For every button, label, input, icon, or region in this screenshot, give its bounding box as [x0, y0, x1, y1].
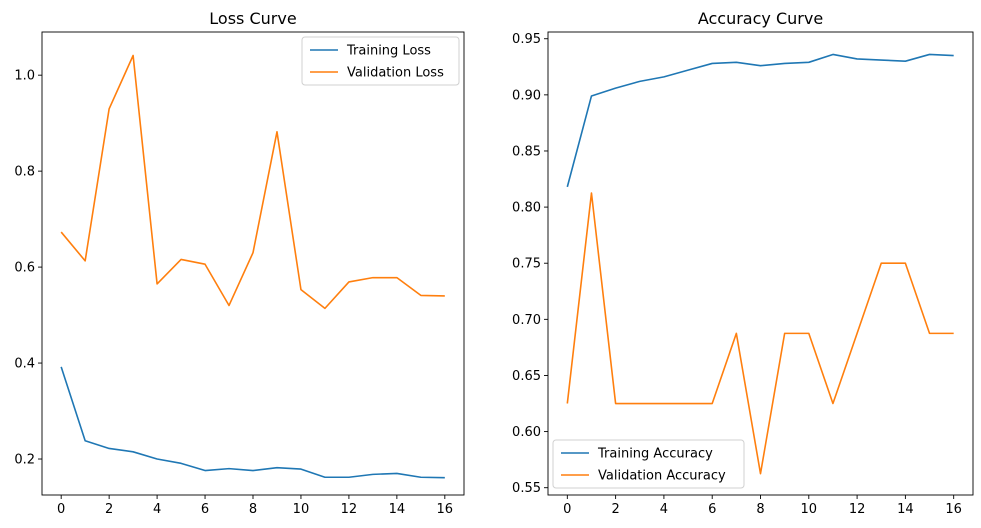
x-tick-label: 8: [756, 502, 764, 517]
series-line: [566, 53, 954, 188]
y-tick-label: 0.55: [512, 481, 541, 496]
y-tick-label: 0.85: [512, 144, 541, 159]
legend-label: Validation Accuracy: [598, 469, 726, 484]
x-tick-label: 14: [389, 502, 406, 517]
series-line: [566, 192, 954, 475]
legend-box: [552, 439, 745, 489]
chart-title: Loss Curve: [209, 9, 296, 28]
x-tick-label: 0: [57, 502, 65, 517]
legend-box: [301, 36, 460, 86]
x-tick-label: 2: [105, 502, 113, 517]
x-tick-label: 16: [437, 502, 454, 517]
x-tick-label: 4: [660, 502, 668, 517]
y-tick-label: 0.80: [512, 201, 541, 216]
plot-frame: [41, 31, 465, 496]
x-tick-label: 14: [897, 502, 914, 517]
chart-title: Accuracy Curve: [698, 9, 823, 28]
x-tick-label: 12: [849, 502, 866, 517]
x-tick-label: 10: [801, 502, 818, 517]
x-tick-label: 6: [201, 502, 209, 517]
x-tick-label: 6: [708, 502, 716, 517]
y-tick-label: 1.0: [14, 69, 35, 84]
plot-frame: [547, 31, 974, 496]
chart-loss: 0 2 4 6 8 10 12 14 16 0.2 0.4 0.6 0.8 1.0 Loss Curve Tr…: [14, 9, 465, 517]
x-tick-label: 4: [153, 502, 161, 517]
y-tick-label: 0.75: [512, 257, 541, 272]
legend-label: Training Loss: [346, 44, 431, 59]
x-tick-label: 12: [341, 502, 358, 517]
legend-label: Training Accuracy: [597, 447, 713, 462]
y-tick-label: 0.2: [14, 453, 35, 468]
y-tick-label: 0.60: [512, 425, 541, 440]
y-tick-label: 0.6: [14, 261, 35, 276]
y-tick-label: 0.95: [512, 32, 541, 47]
legend-label: Validation Loss: [347, 66, 444, 81]
x-tick-label: 0: [563, 502, 571, 517]
y-tick-label: 0.65: [512, 369, 541, 384]
y-tick-label: 0.4: [14, 357, 35, 372]
legend: Training Loss Validation Loss: [301, 36, 460, 86]
series-line: [60, 366, 445, 479]
series-line: [60, 54, 445, 310]
y-tick-label: 0.90: [512, 88, 541, 103]
legend: Training Accuracy Validation Accuracy: [552, 439, 745, 489]
chart-accuracy: 0 2 4 6 8 10 12 14 16 0.55 0.60 0.65 0.70 0.75 0.80 0.8…: [512, 9, 974, 517]
x-tick-label: 8: [249, 502, 257, 517]
x-tick-label: 10: [293, 502, 310, 517]
y-tick-label: 0.70: [512, 313, 541, 328]
x-tick-label: 2: [611, 502, 619, 517]
y-tick-label: 0.8: [14, 165, 35, 180]
x-tick-label: 16: [945, 502, 962, 517]
